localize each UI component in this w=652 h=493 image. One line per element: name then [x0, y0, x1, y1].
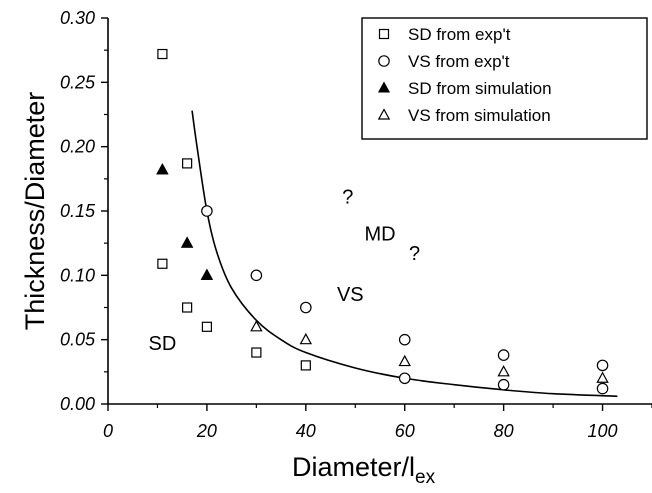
data-point [497, 349, 510, 361]
data-point [250, 269, 263, 282]
data-point [181, 236, 194, 248]
data-markers [156, 48, 609, 395]
data-point [596, 382, 609, 395]
x-axis-title-main: Diameter/l [292, 452, 415, 482]
legend-marker [377, 81, 391, 93]
y-tick-label: 0.10 [60, 265, 95, 285]
x-axis-title: Diameter/lex [292, 452, 436, 488]
data-point [300, 301, 312, 314]
data-point [201, 321, 213, 332]
axis-ticks [101, 17, 652, 411]
data-point [182, 158, 193, 169]
x-tick-label: 40 [296, 421, 316, 441]
data-point [251, 347, 262, 358]
y-tick-label: 0.00 [60, 394, 95, 414]
data-point [497, 365, 510, 377]
legend-items: SD from exp't VS from exp't SD from simula… [377, 25, 552, 125]
legend-marker [377, 108, 391, 120]
tick-labels: 0 20 40 60 80 100 0.00 0.05 0.10 0.15 0.20 0.25 0.30 [60, 8, 618, 441]
annotation-label: VS [337, 284, 364, 306]
data-point [157, 258, 168, 269]
region-annotations: SD VS MD?? [149, 186, 421, 355]
legend-label: VS from exp't [408, 52, 510, 71]
annotation-label: ? [409, 243, 420, 265]
x-tick-label: 60 [395, 421, 415, 441]
data-point [156, 163, 169, 175]
y-tick-label: 0.25 [60, 72, 96, 92]
y-tick-label: 0.30 [60, 8, 95, 28]
data-point [596, 359, 609, 372]
data-point [157, 48, 168, 60]
annotation-label: ? [342, 186, 353, 208]
data-point [200, 268, 213, 280]
annotation-label: SD [149, 333, 177, 355]
legend: SD from exp't VS from exp't SD from simula… [361, 17, 648, 140]
legend-label: SD from exp't [408, 25, 511, 44]
data-point [250, 320, 263, 332]
legend-box [361, 17, 648, 140]
data-point [398, 372, 411, 385]
data-point [398, 354, 411, 367]
data-point [182, 302, 193, 313]
legend-label: VS from simulation [408, 106, 551, 125]
x-axis-title-subscript: ex [415, 467, 436, 488]
data-point [201, 205, 213, 217]
annotation-label: MD [364, 224, 395, 246]
y-tick-label: 0.20 [60, 137, 95, 157]
data-point [497, 378, 510, 391]
x-tick-label: 0 [103, 421, 113, 441]
legend-label: SD from simulation [408, 79, 552, 98]
x-tick-label: 80 [494, 421, 514, 441]
data-point [300, 360, 311, 371]
x-tick-label: 20 [196, 421, 217, 441]
y-tick-label: 0.15 [60, 201, 96, 221]
legend-marker [378, 55, 390, 67]
y-axis-title: Thickness/Diameter [20, 92, 50, 331]
data-point [299, 332, 313, 345]
data-point [596, 371, 609, 383]
y-tick-label: 0.05 [60, 330, 96, 350]
x-tick-label: 100 [588, 421, 618, 441]
legend-marker [378, 28, 390, 40]
data-point [398, 333, 411, 346]
